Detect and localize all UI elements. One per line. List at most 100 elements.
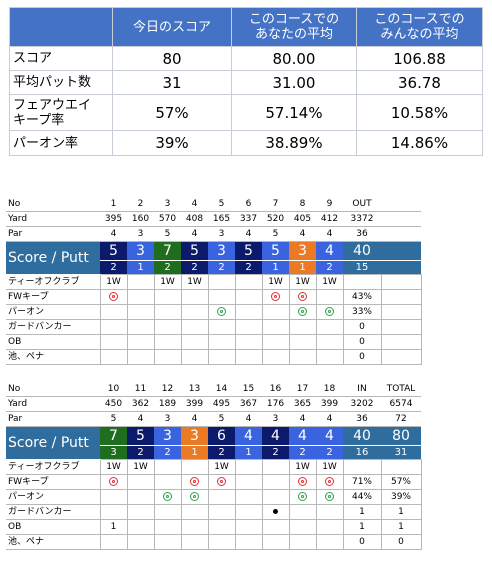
yard-value: 520: [262, 211, 289, 227]
putt-value: 1: [127, 260, 154, 275]
putt-value: 2: [316, 445, 343, 460]
stat-cell: 1W: [315, 459, 344, 475]
yard-grand-total: 6574: [381, 396, 421, 412]
stat-total: 1: [342, 519, 382, 535]
score-value: 7: [154, 241, 181, 261]
stat-cell: [153, 304, 182, 320]
stat-cell: [99, 489, 128, 505]
putt-value: 2: [235, 260, 262, 275]
stat-total: 0: [342, 319, 382, 335]
stat-cell: [153, 334, 182, 350]
stat-total: 33%: [342, 304, 382, 320]
par-value: 5: [262, 226, 289, 242]
summary-value: 80: [112, 46, 232, 71]
stat-cell: [180, 304, 209, 320]
par-grand-total: [381, 226, 421, 242]
stat-cell: [261, 504, 290, 520]
stat-row: FWキープ 43%: [6, 289, 422, 305]
hole-number: 17: [289, 382, 316, 397]
stat-cell: [126, 274, 155, 290]
putt-grand-total: 31: [381, 445, 421, 460]
stat-label: ガードバンカー: [6, 319, 101, 335]
score-value: 5: [262, 241, 289, 261]
stat-total: 0: [342, 534, 382, 550]
score-value: 5: [235, 241, 262, 261]
par-value: 4: [181, 226, 208, 242]
stat-cell: [180, 504, 209, 520]
stat-row: ガードバンカー 0: [6, 319, 422, 335]
yard-value: 408: [181, 211, 208, 227]
stat-cell: [207, 319, 236, 335]
par-row: Par 5 4 3 4 5 4 3 4 4 36 72: [6, 411, 421, 427]
back-nine-scorecard: No 10 11 12 13 14 15 16 17 18 IN TOTAL Yard 450 362 189…: [6, 382, 422, 550]
hole-number: 6: [235, 197, 262, 212]
stat-cell: [288, 474, 317, 490]
par-value: 4: [235, 226, 262, 242]
stat-cell: [153, 519, 182, 535]
putt-value: 1: [181, 445, 208, 460]
hole-number-row: No 1 2 3 4 5 6 7 8 9 OUT: [6, 197, 421, 212]
stat-cell: [261, 459, 290, 475]
summary-value: 57%: [112, 94, 232, 131]
stat-cell: [180, 459, 209, 475]
stat-cell: [99, 534, 128, 550]
score-putt-label: Score / Putt: [6, 241, 100, 275]
hole-number: 2: [127, 197, 154, 212]
putt-value: 2: [127, 445, 154, 460]
stat-row: OB 1 1 1: [6, 519, 422, 535]
par-total: 36: [343, 411, 381, 427]
score-value: 3: [181, 426, 208, 446]
stat-cell: [180, 349, 209, 365]
stat-cell: [126, 334, 155, 350]
stat-row: FWキープ 71% 57%: [6, 474, 422, 490]
stat-cell: [180, 519, 209, 535]
stat-cell: [315, 474, 344, 490]
stat-cell: 1: [99, 519, 128, 535]
summary-value: 31.00: [231, 70, 357, 95]
yard-grand-total: [381, 211, 421, 227]
stat-cell: 1W: [261, 274, 290, 290]
row-label: Yard: [6, 211, 100, 227]
grand-total-label: TOTAL: [381, 382, 421, 397]
stat-cell: [126, 474, 155, 490]
green-in-regulation-icon: [190, 492, 199, 501]
stat-cell: [99, 349, 128, 365]
stat-cell: [99, 304, 128, 320]
hole-number: 11: [127, 382, 154, 397]
hole-number: 12: [154, 382, 181, 397]
stat-cell: 1W: [153, 274, 182, 290]
stat-cell: [207, 534, 236, 550]
hole-number: 7: [262, 197, 289, 212]
yard-value: 367: [235, 396, 262, 412]
summary-header-row: 今日のスコア このコースでの あなたの平均 このコースでの みんなの平均: [9, 7, 483, 47]
putt-row: 3 2 2 1 2 1 2 2 2 16 31: [6, 445, 421, 460]
putt-value: 2: [154, 260, 181, 275]
stat-total: 71%: [342, 474, 382, 490]
stat-cell: [288, 519, 317, 535]
stat-label: FWキープ: [6, 474, 101, 490]
stat-cell: [153, 459, 182, 475]
stat-cell: [234, 489, 263, 505]
score-value: 5: [100, 241, 127, 261]
fairway-hit-icon: [217, 477, 226, 486]
hole-number: 15: [235, 382, 262, 397]
stat-grand-total: 39%: [380, 489, 422, 505]
bunker-dot-icon: [273, 509, 278, 514]
stat-total: 0: [342, 349, 382, 365]
summary-value: 80.00: [231, 46, 357, 71]
yard-value: 570: [154, 211, 181, 227]
putt-grand-total: [381, 260, 421, 275]
yard-value: 412: [316, 211, 343, 227]
stat-cell: [234, 274, 263, 290]
stat-cell: [315, 304, 344, 320]
stat-cell: [207, 504, 236, 520]
stat-cell: 1W: [288, 459, 317, 475]
par-value: 4: [235, 411, 262, 427]
fairway-hit-icon: [109, 477, 118, 486]
stat-total: [342, 274, 382, 290]
putt-value: 1: [235, 445, 262, 460]
stat-cell: [234, 289, 263, 305]
stat-cell: 1W: [315, 274, 344, 290]
stat-cell: [261, 534, 290, 550]
stat-cell: [288, 504, 317, 520]
